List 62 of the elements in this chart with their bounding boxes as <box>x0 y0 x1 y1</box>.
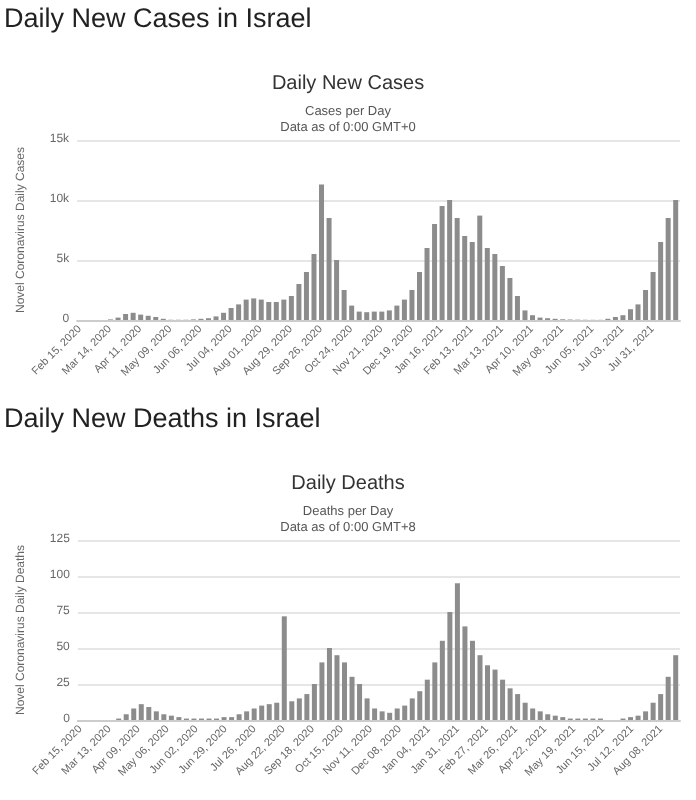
bar <box>123 714 129 720</box>
bar <box>447 200 453 320</box>
bar <box>379 711 385 720</box>
bar <box>236 304 242 320</box>
bar <box>153 711 159 720</box>
bar <box>394 305 400 320</box>
bar <box>492 254 498 320</box>
bar <box>258 299 264 320</box>
bar <box>131 708 137 720</box>
bar <box>439 206 445 320</box>
bar <box>319 184 325 320</box>
bar <box>643 711 649 720</box>
bar <box>146 707 152 720</box>
bar <box>492 669 498 720</box>
bar <box>409 698 415 720</box>
bar <box>326 648 332 720</box>
bar <box>394 708 400 720</box>
bar <box>266 302 272 320</box>
bar <box>273 302 279 320</box>
bar <box>221 312 227 320</box>
bar <box>251 708 257 720</box>
bar <box>515 694 521 720</box>
bar <box>522 702 528 720</box>
bar <box>379 311 385 320</box>
bar <box>673 655 679 720</box>
bar <box>537 711 543 720</box>
bar <box>228 308 234 320</box>
bar <box>130 312 136 320</box>
bar <box>334 655 340 720</box>
bar <box>342 662 347 720</box>
bar <box>259 705 265 720</box>
bar <box>371 311 377 320</box>
bar <box>266 704 272 720</box>
bar <box>627 309 633 320</box>
bar <box>243 299 249 320</box>
bar <box>281 616 287 720</box>
chart-title: Daily New Cases <box>271 73 425 95</box>
bar <box>138 314 144 320</box>
bar <box>356 311 362 320</box>
text: Daily New Deaths in Israel <box>4 403 321 433</box>
bar <box>357 684 363 720</box>
bar <box>387 712 393 720</box>
bar <box>244 711 250 720</box>
bar <box>386 310 392 320</box>
bar <box>477 215 483 320</box>
bar <box>364 312 370 320</box>
bar <box>673 200 679 320</box>
text: Daily New Cases in Israel <box>4 3 312 33</box>
bar <box>402 705 408 720</box>
bar <box>507 688 513 720</box>
bar <box>138 704 144 720</box>
chart-title: Daily Deaths <box>291 473 405 495</box>
bar <box>454 583 460 720</box>
bar <box>650 702 656 720</box>
bar <box>545 714 551 720</box>
bar <box>236 714 242 720</box>
bar <box>161 714 167 720</box>
bar <box>281 299 287 320</box>
bar <box>123 314 129 320</box>
bar <box>251 298 257 320</box>
bar <box>296 698 302 720</box>
bar <box>530 708 536 720</box>
